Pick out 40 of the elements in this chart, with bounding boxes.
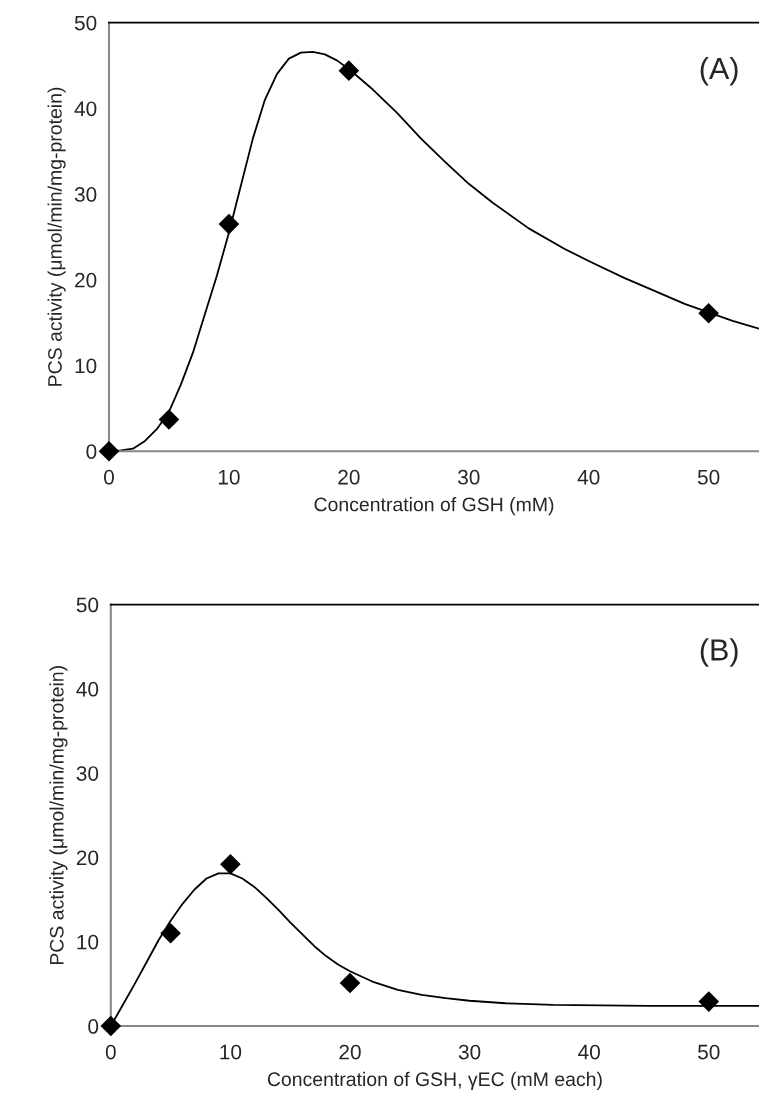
y-tick-label: 20	[76, 850, 99, 866]
point	[338, 60, 360, 81]
y-tick-label: 50	[76, 597, 99, 613]
x-tick-label: 30	[458, 1044, 481, 1060]
point	[220, 853, 241, 875]
x-tick-label: 20	[339, 1044, 361, 1060]
point	[218, 213, 240, 235]
point	[698, 991, 720, 1012]
y-tick-label: 0	[86, 444, 97, 459]
x-tick-label: 40	[578, 1044, 600, 1060]
x-tick-label: 40	[577, 469, 600, 485]
x-tick-label: 10	[218, 469, 240, 485]
y-tick-label: 10	[77, 934, 99, 950]
y-tick-label: 40	[74, 101, 97, 117]
y-tick-label: 50	[74, 15, 97, 31]
annotation: (A)	[700, 56, 738, 86]
y-axis-title: PCS activity (μmol/min/mg-protein)	[49, 666, 68, 965]
annotation: (B)	[700, 638, 738, 667]
y-tick-label: 30	[74, 187, 97, 202]
point	[339, 972, 361, 994]
point	[158, 409, 180, 430]
y-tick-label: 20	[75, 272, 97, 288]
y-tick-label: 10	[75, 358, 97, 374]
y-tick-label: 40	[76, 681, 99, 697]
y-tick-label: 0	[88, 1019, 99, 1034]
x-tick-label: 50	[697, 469, 720, 485]
x-tick-label: 20	[338, 469, 360, 485]
x-tick-label: 30	[457, 469, 480, 485]
point	[698, 302, 719, 324]
point	[160, 923, 181, 944]
x-tick-label: 10	[220, 1044, 242, 1060]
x-tick-label: 50	[698, 1044, 720, 1060]
point	[100, 1015, 122, 1037]
x-tick-label: 0	[105, 1044, 116, 1060]
y-axis-title: PCS activity (μmol/min/mg-protein)	[47, 87, 66, 386]
x-axis-title: Concentration of GSH (mM)	[314, 497, 554, 516]
x-axis-title: Concentration of GSH, γEC (mM each)	[267, 1071, 602, 1090]
point	[98, 440, 120, 462]
y-tick-label: 30	[76, 766, 99, 781]
x-tick-label: 0	[104, 469, 114, 485]
